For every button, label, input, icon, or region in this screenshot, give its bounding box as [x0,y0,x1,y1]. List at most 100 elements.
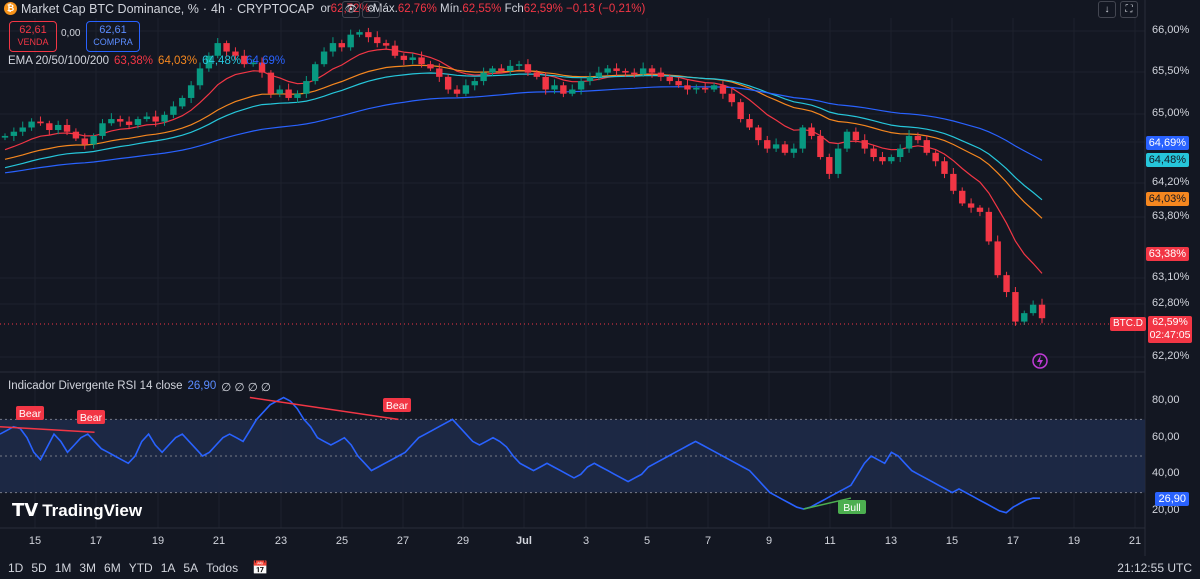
candle-body [799,127,806,149]
candle-body [657,72,665,77]
candle-body [808,127,815,136]
ema20-value: 63,38% [114,55,154,67]
low-label: Mín. [440,2,463,15]
candle-body [480,72,487,82]
candle-body [932,152,939,162]
exchange-label[interactable]: CRYPTOCAP [237,1,315,16]
candle-body [879,157,886,162]
candle-body [861,140,868,149]
candle-body [888,157,895,162]
price-tick-label: 62,20% [1152,350,1190,362]
ema50-value: 64,03% [158,55,198,67]
candle-body [356,32,363,35]
candle-body [1003,275,1010,293]
candle-body [303,81,310,94]
candle-body [400,55,408,60]
candle-body [551,85,558,90]
candle-body [427,64,434,69]
price-tick-label: 66,00% [1152,24,1190,36]
open-label: or [320,2,331,15]
candle-body [125,121,133,125]
time-tick-label: 23 [274,535,288,547]
timeframe-1m[interactable]: 1M [54,560,72,575]
rsi-legend-title: Indicador Divergente RSI 14 close [8,380,183,392]
candle-body [755,127,762,141]
candle-body [834,148,842,174]
symbol-name[interactable]: Market Cap BTC Dominance, % [21,1,199,16]
candle-body [852,131,860,141]
symbol-header: ₿ Market Cap BTC Dominance, % · 4h · CRY… [4,0,645,17]
timeframe-3m[interactable]: 3M [79,560,97,575]
tradingview-logo[interactable]: 𝗧𝗩 TradingView [12,500,142,521]
candle-body [826,157,833,174]
date-range-icon[interactable]: 📅 [252,559,269,575]
candle-body [781,144,789,153]
candle-body [409,57,416,60]
candle-body [507,65,514,71]
utc-clock[interactable]: 21:12:55 UTC [1117,560,1192,575]
candle-body [205,55,213,69]
arrow-down-icon[interactable]: ↓ [1098,1,1116,18]
rsi-legend[interactable]: Indicador Divergente RSI 14 close 26,90 … [8,380,271,394]
candle-body [710,85,718,90]
buy-button[interactable]: 62,61 COMPRA [86,21,140,52]
candle-body [258,62,266,73]
timeframe-6m[interactable]: 6M [104,560,121,575]
time-tick-label: 15 [28,535,42,547]
candle-body [737,102,744,120]
timeframe-5d[interactable]: 5D [31,560,47,575]
rsi-series [0,396,1041,514]
hide-icon[interactable]: 👁 [342,1,360,18]
candle-body [569,89,576,94]
timeframe-ytd[interactable]: YTD [128,560,153,575]
spread-value: 0,00 [61,28,81,39]
candle-body [639,68,647,75]
rsi-legend-extras: ∅ ∅ ∅ ∅ [221,382,271,394]
candle-body [249,62,257,65]
candle-body [320,51,328,65]
price-tick-label: 64,20% [1152,176,1190,188]
candle-body [196,68,204,86]
candle-body [542,76,549,90]
time-tick-label: 9 [765,535,773,547]
candle-body [28,121,35,128]
candle-body [1012,292,1019,322]
candle-body [46,123,53,131]
candle-body [870,148,877,158]
candle-body [622,70,629,73]
candle-body [232,51,239,56]
interval-label[interactable]: 4h [211,1,225,16]
settings-icon[interactable]: ⚙ [362,1,380,18]
timeframe-1d[interactable]: 1D [8,560,24,575]
timeframe-5a[interactable]: 5A [183,560,199,575]
tv-logo-icon: 𝗧𝗩 [12,500,39,520]
candle-body [701,87,709,90]
fullscreen-icon[interactable]: ⛶ [1120,1,1138,18]
header-separator-2: · [228,1,234,16]
candle-body [329,43,337,52]
time-tick-label: 21 [212,535,226,547]
candle-body [99,123,106,136]
bitcoin-icon: ₿ [4,2,17,15]
candle-body [152,116,159,122]
candle-body [817,135,824,158]
candle-body [959,190,966,204]
candle-body [604,68,611,73]
candle-body [19,127,26,132]
candle-body [81,138,88,145]
candle-body [285,89,292,98]
ema100-line [4,72,1043,201]
candle-body [1029,304,1037,314]
bear-label: Bear [386,400,409,412]
ema200-tag: 64,69% [1145,136,1189,150]
candle-body [90,135,97,145]
timeframe-1a[interactable]: 1A [160,560,176,575]
candle-body [515,64,523,66]
timeframe-todos[interactable]: Todos [206,560,239,575]
candle-body [134,119,142,125]
header-separator: · [202,1,208,16]
alert-lightning-icon[interactable] [1032,353,1048,369]
ema-legend[interactable]: EMA 20/50/100/200 63,38% 64,03% 64,48% 6… [8,55,285,67]
sell-button[interactable]: 62,61 VENDA [9,21,57,52]
